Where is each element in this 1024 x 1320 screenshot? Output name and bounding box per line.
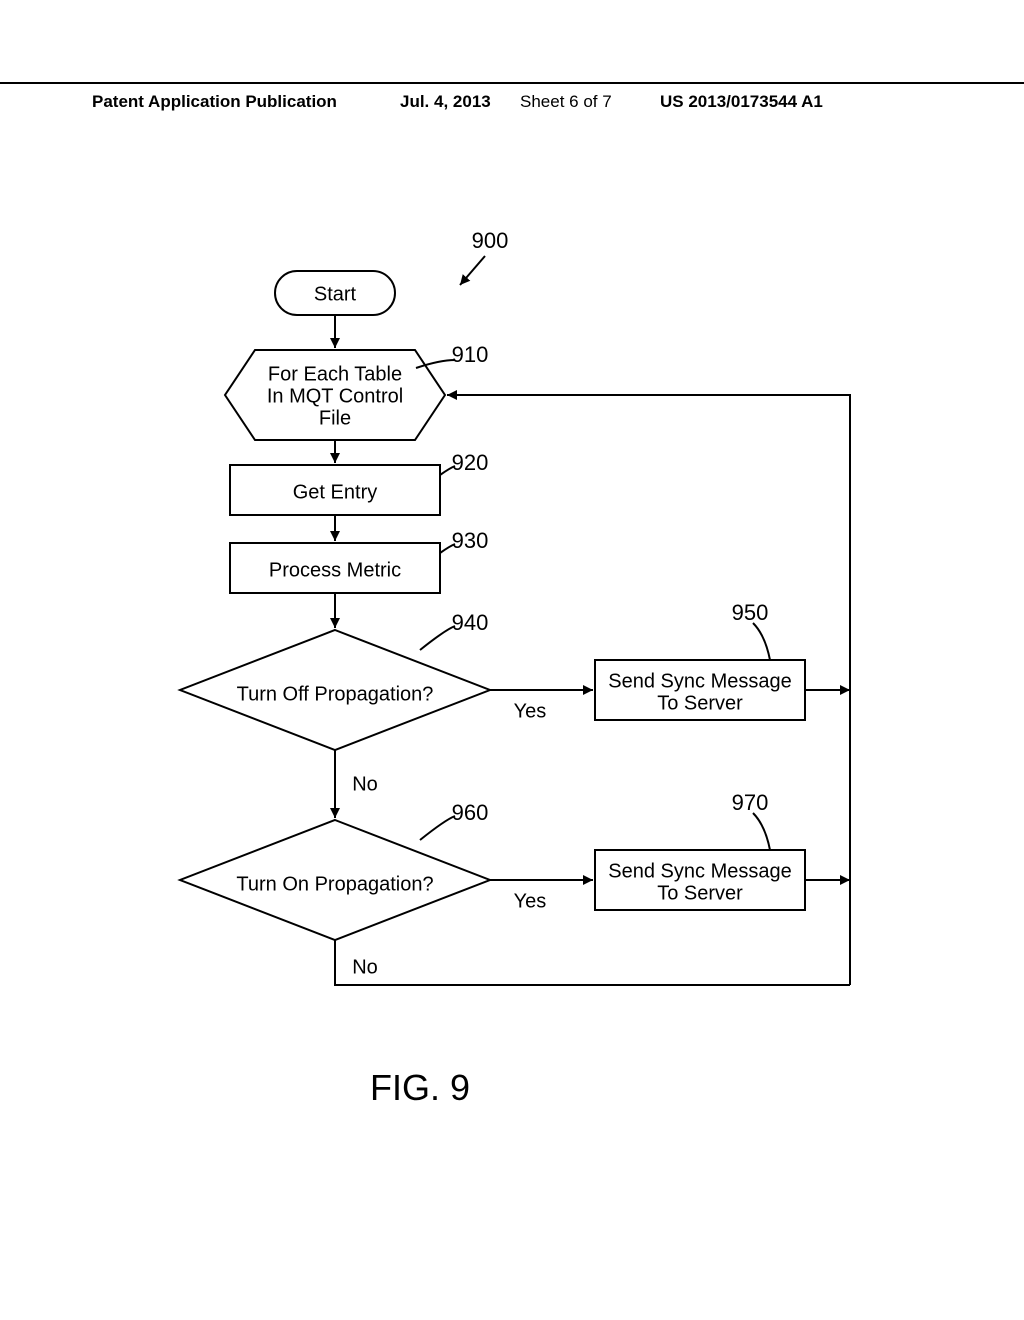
edge-dec2-no <box>335 940 850 985</box>
node-dec2-text: Turn On Propagation? <box>236 873 433 895</box>
node-getentry-text: Get Entry <box>293 481 377 503</box>
edge-dec2-yes-label: Yes <box>514 890 547 912</box>
node-process-text: Process Metric <box>269 559 401 581</box>
node-start-text: Start <box>314 283 357 305</box>
ref-940-callout <box>420 626 455 650</box>
edge-dec1-yes-label: Yes <box>514 700 547 722</box>
ref-910: 910 <box>452 342 489 367</box>
node-loop-line2: In MQT Control <box>267 385 403 407</box>
figure-caption: FIG. 9 <box>370 1067 470 1108</box>
node-box50-line1: Send Sync Message <box>608 670 791 692</box>
ref-950-callout <box>753 623 770 660</box>
ref-940: 940 <box>452 610 489 635</box>
ref-970-callout <box>753 813 770 850</box>
ref-960: 960 <box>452 800 489 825</box>
ref-900-pointer <box>460 256 485 285</box>
node-box70-line2: To Server <box>657 882 743 904</box>
ref-970: 970 <box>732 790 769 815</box>
edge-dec1-no-label: No <box>352 773 378 795</box>
node-box50-line2: To Server <box>657 692 743 714</box>
ref-930: 930 <box>452 528 489 553</box>
flowchart-svg: 900 Start For Each Table In MQT Control … <box>0 0 1024 1320</box>
ref-920: 920 <box>452 450 489 475</box>
ref-960-callout <box>420 816 455 840</box>
node-box70-line1: Send Sync Message <box>608 860 791 882</box>
ref-950: 950 <box>732 600 769 625</box>
node-loop-line1: For Each Table <box>268 363 402 385</box>
edge-dec2-no-label: No <box>352 956 378 978</box>
ref-900: 900 <box>472 228 509 253</box>
node-dec1-text: Turn Off Propagation? <box>237 683 434 705</box>
node-loop-line3: File <box>319 407 351 429</box>
